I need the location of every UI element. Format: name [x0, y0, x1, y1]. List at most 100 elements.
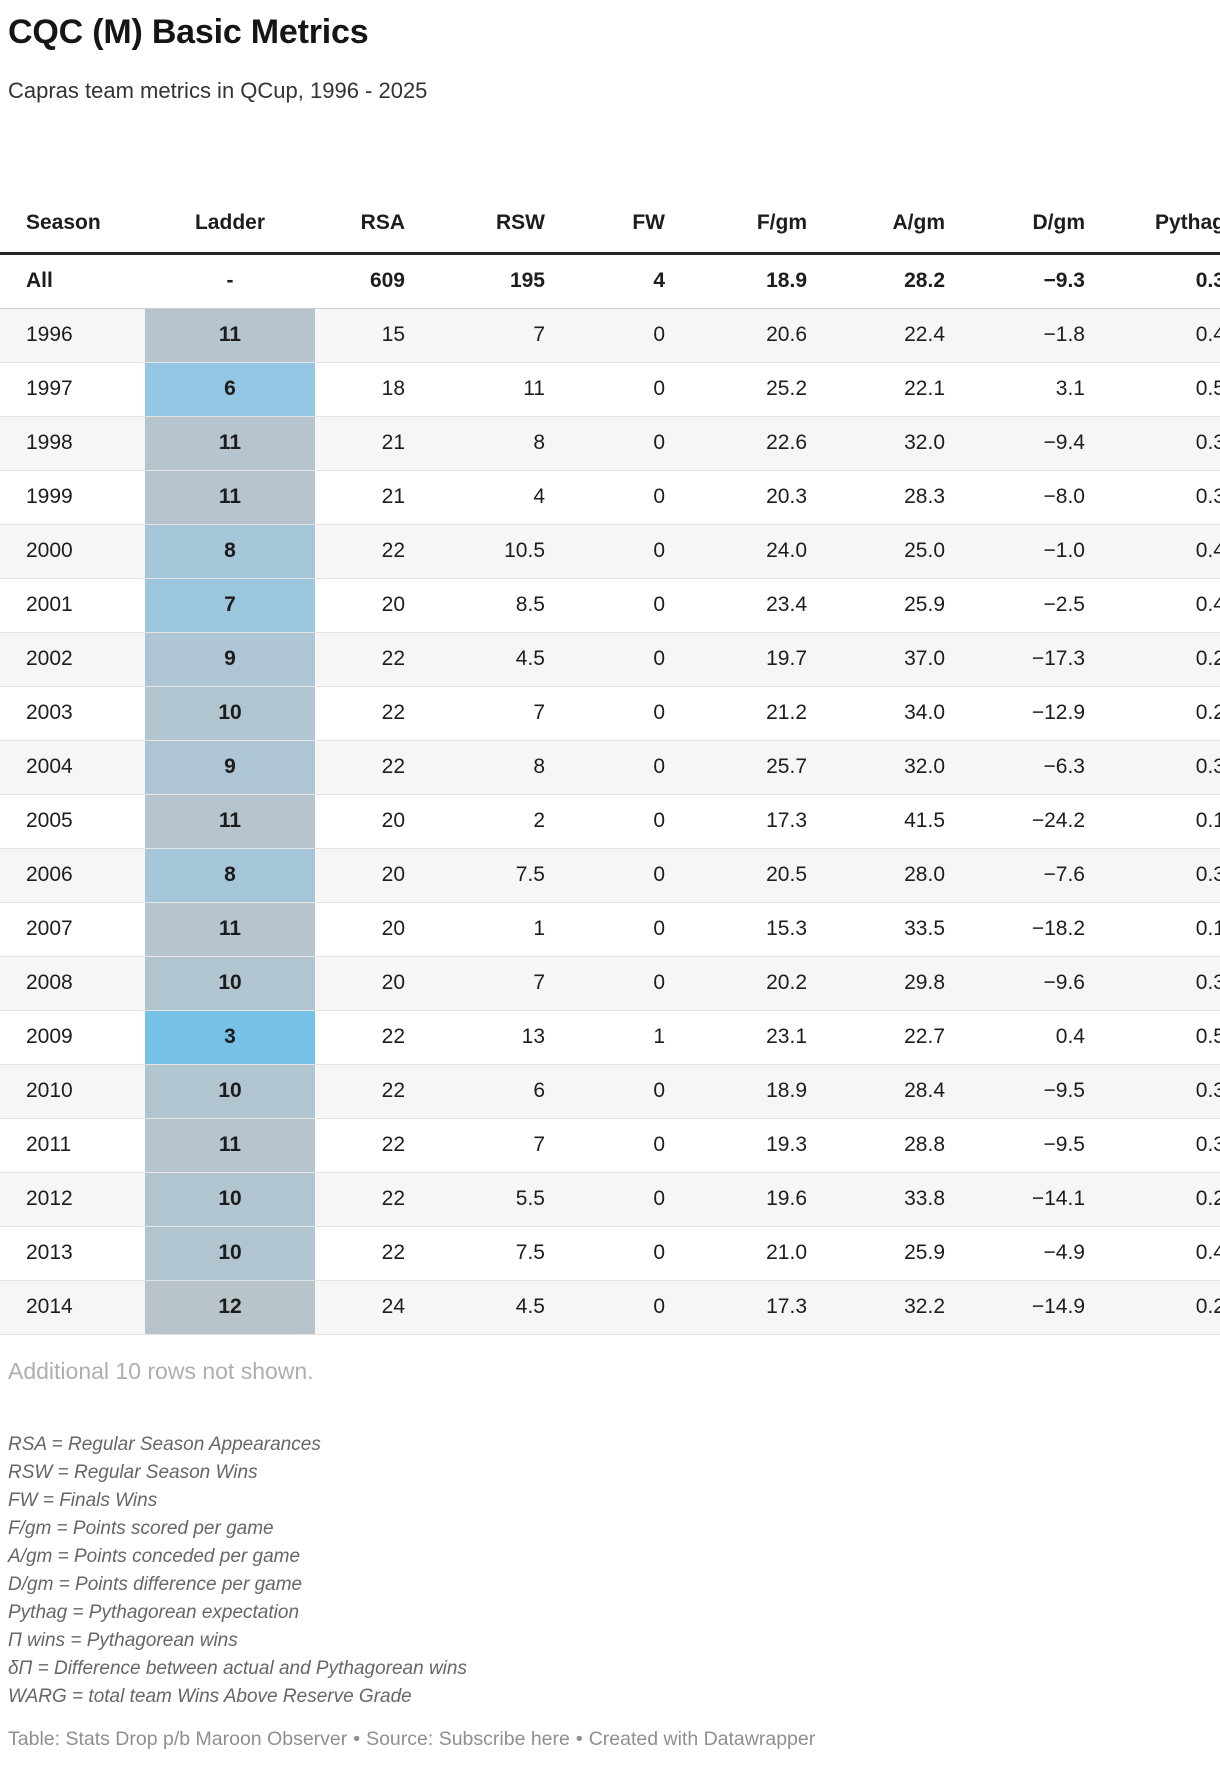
table-row: 2005 11 20 2 0 17.3 41.5 −24.2 0.1 [0, 794, 1220, 849]
pythag-cell: 0.1 [1109, 902, 1220, 957]
datawrapper-table-page: CQC (M) Basic Metrics Capras team metric… [0, 12, 1220, 1751]
season-cell: 2008 [0, 956, 145, 1011]
footer-separator-icon: • [353, 1728, 361, 1750]
dgm-cell: −9.4 [969, 416, 1109, 471]
rsa-cell: 609 [315, 253, 429, 309]
pythag-cell: 0.4 [1109, 524, 1220, 579]
agm-cell: 28.8 [831, 1118, 969, 1173]
rsw-cell: 5.5 [429, 1172, 569, 1227]
dgm-cell: −9.3 [969, 253, 1109, 309]
rsa-cell: 24 [315, 1280, 429, 1335]
fgm-cell: 18.9 [689, 1064, 831, 1119]
rsa-cell: 22 [315, 686, 429, 741]
rsa-cell: 20 [315, 848, 429, 903]
rsa-cell: 18 [315, 362, 429, 417]
ladder-cell: 8 [145, 848, 315, 903]
pythag-cell: 0.3 [1109, 1118, 1220, 1173]
season-cell: 2000 [0, 524, 145, 579]
ladder-cell: 11 [145, 794, 315, 849]
rsa-cell: 22 [315, 740, 429, 795]
dgm-cell: 0.4 [969, 1010, 1109, 1065]
table-row: 2012 10 22 5.5 0 19.6 33.8 −14.1 0.2 [0, 1172, 1220, 1227]
table-row: 2004 9 22 8 0 25.7 32.0 −6.3 0.3 [0, 740, 1220, 795]
rsa-cell: 21 [315, 416, 429, 471]
agm-cell: 33.8 [831, 1172, 969, 1227]
ladder-cell: 11 [145, 416, 315, 471]
agm-cell: 34.0 [831, 686, 969, 741]
column-header-season: Season [0, 196, 145, 255]
column-header-fw: FW [569, 196, 689, 255]
truncation-note: Additional 10 rows not shown. [8, 1358, 314, 1384]
rsw-cell: 1 [429, 902, 569, 957]
season-cell: 2007 [0, 902, 145, 957]
ladder-cell: 9 [145, 632, 315, 687]
summary-row-all: All - 609 195 4 18.9 28.2 −9.3 0.3 [0, 253, 1220, 309]
pythag-cell: 0.3 [1109, 848, 1220, 903]
dgm-cell: −17.3 [969, 632, 1109, 687]
fw-cell: 1 [569, 1010, 689, 1065]
rsw-cell: 6 [429, 1064, 569, 1119]
table-row: 2001 7 20 8.5 0 23.4 25.9 −2.5 0.4 [0, 578, 1220, 633]
rsa-cell: 22 [315, 632, 429, 687]
season-cell: 2009 [0, 1010, 145, 1065]
fgm-cell: 25.7 [689, 740, 831, 795]
footnote-pythag: Pythag = Pythagorean expectation [8, 1602, 300, 1623]
fgm-cell: 21.0 [689, 1226, 831, 1281]
agm-cell: 28.4 [831, 1064, 969, 1119]
pythag-cell: 0.1 [1109, 794, 1220, 849]
ladder-cell: 11 [145, 470, 315, 525]
footnotes: RSA = Regular Season Appearances RSW = R… [8, 1431, 1220, 1711]
rsw-cell: 2 [429, 794, 569, 849]
fgm-cell: 19.6 [689, 1172, 831, 1227]
column-header-agm: A/gm [831, 196, 969, 255]
fw-cell: 0 [569, 794, 689, 849]
agm-cell: 41.5 [831, 794, 969, 849]
pythag-cell: 0.3 [1109, 1064, 1220, 1119]
footnote-agm: A/gm = Points conceded per game [8, 1546, 301, 1567]
season-cell: 2006 [0, 848, 145, 903]
pythag-cell: 0.2 [1109, 686, 1220, 741]
dgm-cell: −9.5 [969, 1064, 1109, 1119]
pythag-cell: 0.5 [1109, 1010, 1220, 1065]
table-row: 2010 10 22 6 0 18.9 28.4 −9.5 0.3 [0, 1064, 1220, 1119]
agm-cell: 28.3 [831, 470, 969, 525]
footer-created-credit: Created with Datawrapper [588, 1728, 816, 1750]
ladder-cell: 10 [145, 1226, 315, 1281]
ladder-cell: 3 [145, 1010, 315, 1065]
table-row: 2006 8 20 7.5 0 20.5 28.0 −7.6 0.3 [0, 848, 1220, 903]
rsw-cell: 7 [429, 956, 569, 1011]
fw-cell: 0 [569, 902, 689, 957]
season-cell: 2001 [0, 578, 145, 633]
season-cell: 2004 [0, 740, 145, 795]
metrics-table: Season Ladder RSA RSW FW F/gm A/gm D/gm … [0, 196, 1220, 1335]
season-cell: 2011 [0, 1118, 145, 1173]
header-row: Season Ladder RSA RSW FW F/gm A/gm D/gm … [0, 196, 1220, 255]
fw-cell: 0 [569, 1172, 689, 1227]
pythag-cell: 0.2 [1109, 632, 1220, 687]
rsw-cell: 7 [429, 686, 569, 741]
fgm-cell: 21.2 [689, 686, 831, 741]
footer-source-link[interactable]: Subscribe here [438, 1728, 570, 1750]
dgm-cell: 3.1 [969, 362, 1109, 417]
dgm-cell: −24.2 [969, 794, 1109, 849]
rsa-cell: 20 [315, 902, 429, 957]
rsw-cell: 10.5 [429, 524, 569, 579]
ladder-cell: 6 [145, 362, 315, 417]
season-cell: 1997 [0, 362, 145, 417]
fw-cell: 0 [569, 1226, 689, 1281]
fw-cell: 4 [569, 253, 689, 309]
ladder-cell: 10 [145, 1064, 315, 1119]
season-cell: 1998 [0, 416, 145, 471]
fw-cell: 0 [569, 524, 689, 579]
agm-cell: 32.2 [831, 1280, 969, 1335]
fgm-cell: 15.3 [689, 902, 831, 957]
pythag-cell: 0.3 [1109, 253, 1220, 309]
fgm-cell: 18.9 [689, 253, 831, 309]
page-title: CQC (M) Basic Metrics [8, 13, 369, 51]
agm-cell: 37.0 [831, 632, 969, 687]
rsa-cell: 22 [315, 1226, 429, 1281]
ladder-cell: 10 [145, 1172, 315, 1227]
table-row: 1997 6 18 11 0 25.2 22.1 3.1 0.5 [0, 362, 1220, 417]
agm-cell: 22.7 [831, 1010, 969, 1065]
agm-cell: 25.0 [831, 524, 969, 579]
